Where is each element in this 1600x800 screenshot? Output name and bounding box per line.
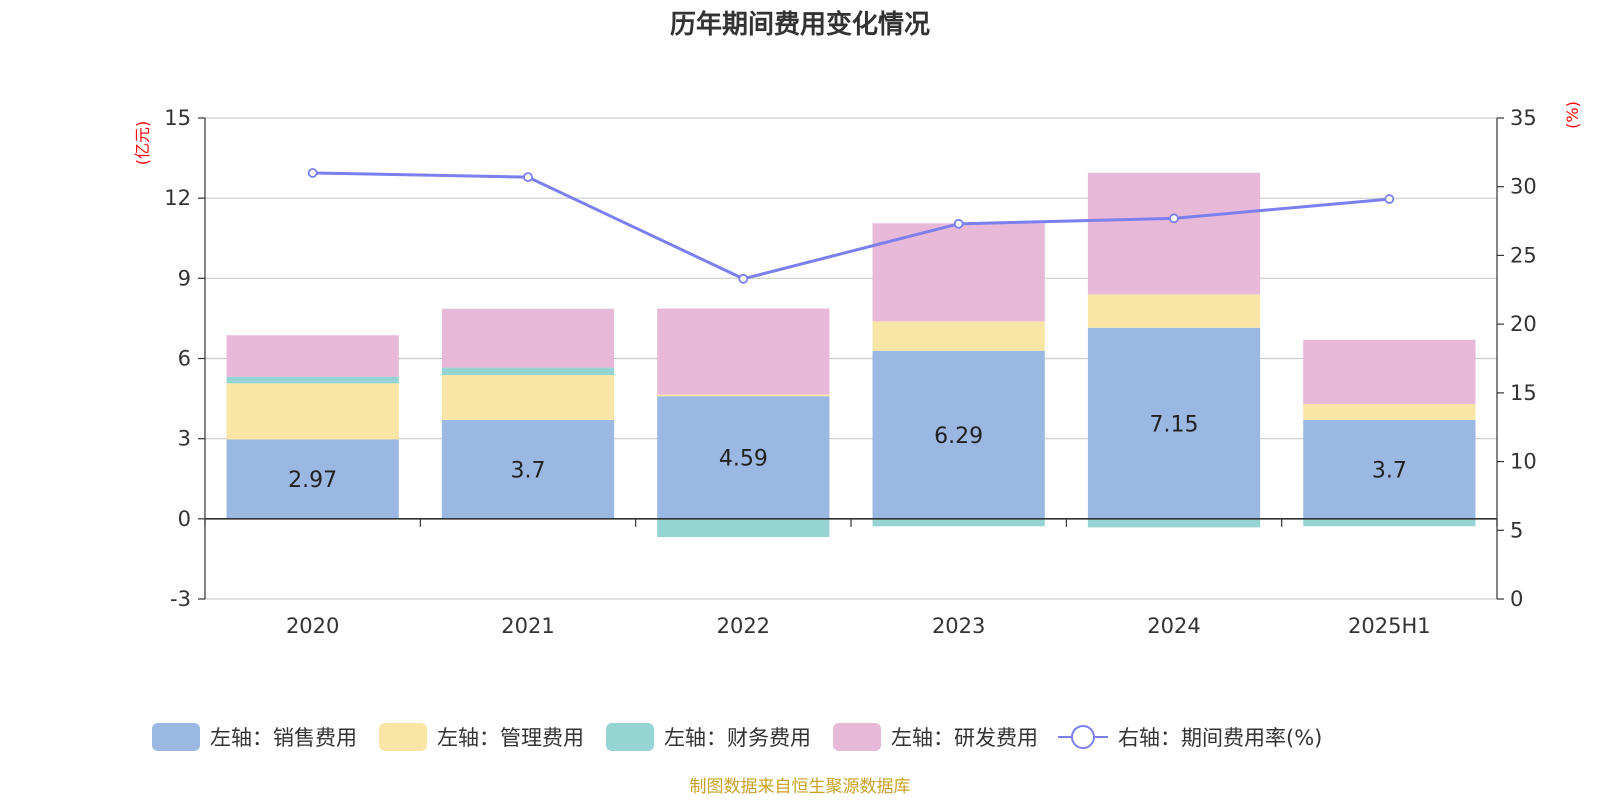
grid (205, 117, 1497, 600)
legend: 左轴：销售费用 左轴：管理费用 左轴：财务费用 左轴：研发费用 右轴：期间费用率(%) (152, 723, 1322, 751)
data-label: 3.7 (511, 458, 546, 483)
right-tick-label: 5 (1510, 518, 1523, 542)
bar-segment (441, 419, 615, 519)
source-note: 制图数据来自恒生聚源数据库 (690, 777, 911, 797)
bar-segment (1303, 339, 1476, 404)
bar-segment (872, 321, 1045, 351)
x-tick-label: 2020 (286, 614, 339, 638)
x-tick-label: 2025H1 (1348, 614, 1431, 638)
line-point (1169, 213, 1179, 224)
legend-label: 右轴：期间费用率(%) (1118, 726, 1322, 750)
bar-segment (1303, 419, 1476, 519)
right-tick-label: 30 (1510, 175, 1537, 199)
bar-segment (657, 396, 830, 519)
bar-segment (657, 394, 830, 397)
line-point (523, 172, 533, 182)
line-point (953, 218, 964, 229)
bar-segment (657, 518, 830, 538)
left-tick-label: -3 (170, 587, 191, 611)
data-labels: 2.97 3.7 4.59 6.29 7.15 3.7 (288, 412, 1407, 493)
data-label: 6.29 (934, 424, 983, 449)
chart-title: 历年期间费用变化情况 (670, 9, 930, 40)
bar-segment (872, 350, 1045, 519)
line-point (307, 168, 318, 178)
bar-segment (226, 439, 399, 519)
bar-segment (1087, 518, 1261, 528)
left-tick-label: 12 (164, 186, 191, 210)
bar-segment (1087, 172, 1261, 295)
bar-segment (1087, 327, 1261, 519)
x-tick-label: 2023 (932, 614, 985, 638)
bar-segment (441, 367, 615, 376)
legend-swatch (833, 723, 881, 751)
legend-swatch (379, 723, 427, 751)
left-tick-label: 6 (178, 347, 191, 371)
data-label: 3.7 (1372, 458, 1407, 483)
left-axis-unit: (亿元) (133, 121, 152, 166)
left-tick-label: 0 (178, 507, 191, 531)
legend-label: 左轴：销售费用 (210, 726, 357, 750)
x-tick-label: 2022 (717, 614, 770, 638)
bar-segment (1303, 518, 1476, 527)
x-tick-label: 2021 (501, 614, 554, 638)
right-tick-label: 0 (1510, 587, 1523, 611)
legend-item: 左轴：管理费用 (379, 723, 584, 751)
data-label: 2.97 (288, 468, 337, 493)
bar-segment (441, 308, 615, 368)
bar-segment (657, 308, 830, 395)
legend-item: 左轴：销售费用 (152, 723, 357, 751)
legend-label: 左轴：财务费用 (664, 726, 811, 750)
bar-segment (1303, 403, 1476, 420)
right-tick-label: 25 (1510, 243, 1537, 267)
right-tick-label: 35 (1510, 106, 1537, 130)
right-tick-label: 20 (1510, 312, 1537, 336)
axes: -3 0 3 6 9 12 15 0 5 10 15 20 25 30 35 2020 2021 2022 2023… (164, 106, 1536, 638)
bar-segment (441, 375, 615, 420)
x-tick-label: 2024 (1147, 614, 1200, 638)
right-tick-label: 15 (1510, 381, 1537, 405)
legend-item: 右轴：期间费用率(%) (1058, 725, 1322, 750)
legend-item: 左轴：财务费用 (606, 723, 811, 751)
line-point (738, 273, 749, 284)
right-axis-unit: (%) (1563, 101, 1582, 129)
bars (226, 172, 1476, 538)
line-path (312, 171, 1390, 281)
data-label: 7.15 (1150, 412, 1199, 437)
bar-segment (1087, 294, 1261, 328)
line-series (307, 168, 1395, 284)
right-tick-label: 10 (1510, 450, 1537, 474)
legend-label: 左轴：研发费用 (891, 726, 1038, 750)
bar-segment (226, 376, 399, 384)
left-tick-label: 9 (178, 266, 191, 290)
left-tick-label: 3 (178, 427, 191, 451)
bar-segment (226, 383, 399, 440)
left-tick-label: 15 (164, 106, 191, 130)
data-label: 4.59 (719, 447, 768, 472)
legend-swatch (152, 723, 200, 751)
legend-item: 左轴：研发费用 (833, 723, 1038, 751)
bar-segment (226, 335, 399, 377)
bar-segment (872, 518, 1045, 527)
legend-label: 左轴：管理费用 (437, 726, 584, 750)
legend-swatch (606, 723, 654, 751)
line-point (1384, 194, 1395, 204)
legend-swatch-marker (1071, 725, 1095, 749)
